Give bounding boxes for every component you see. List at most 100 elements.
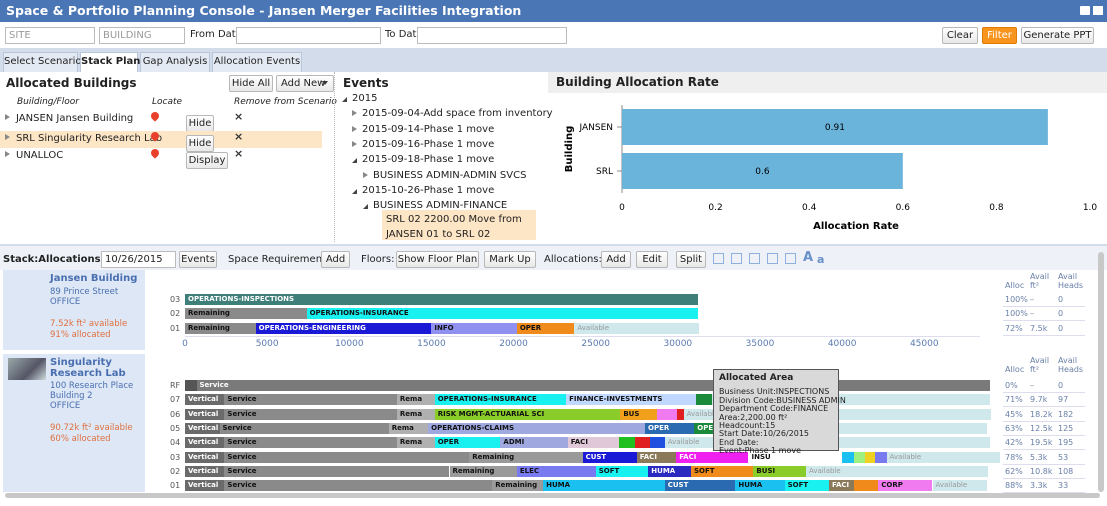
site-input[interactable]: SITE: [5, 27, 95, 44]
floor-segment[interactable]: SOFT: [595, 465, 649, 477]
tab[interactable]: Allocation Events: [212, 52, 302, 72]
floor-segment[interactable]: Remaining: [185, 308, 307, 320]
floor-segment[interactable]: FACI: [636, 451, 677, 463]
floor-segment[interactable]: ELEC: [516, 465, 596, 477]
floor-segment[interactable]: HUMA: [648, 465, 691, 477]
floor-segment[interactable]: BUSI: [753, 465, 806, 477]
floor-segment[interactable]: OPERATIONS-INSURANCE: [306, 308, 698, 320]
floor-segment[interactable]: Service: [224, 480, 493, 492]
tool-icon[interactable]: [713, 253, 724, 264]
event-item[interactable]: 2015-09-04-Add space from inventory: [362, 108, 553, 119]
floor-segment[interactable]: FACI: [567, 437, 619, 449]
floor-segment[interactable]: Rema: [396, 408, 435, 420]
floor-segment[interactable]: INFO: [431, 322, 517, 334]
floor-segment[interactable]: CORP: [878, 480, 933, 492]
tree-toggle[interactable]: [352, 141, 357, 147]
floor-segment[interactable]: [695, 394, 713, 406]
tool-icon[interactable]: [767, 253, 778, 264]
floor-segment[interactable]: Remaining: [469, 451, 583, 463]
floor-segment[interactable]: Rema: [388, 422, 429, 434]
v-scrollbar[interactable]: [1098, 252, 1104, 492]
event-item[interactable]: 2015-09-14-Phase 1 move: [362, 124, 495, 135]
floor-segment[interactable]: Remaining: [449, 465, 517, 477]
floor-segment[interactable]: Service: [196, 380, 990, 391]
expand-arrow[interactable]: [5, 114, 10, 120]
toolbar-button[interactable]: Add: [601, 251, 631, 268]
floor-segment[interactable]: BUS: [620, 408, 658, 420]
event-item[interactable]: 2015-10-26-Phase 1 move: [362, 185, 495, 196]
floor-segment[interactable]: [865, 451, 875, 463]
floor-segment[interactable]: [677, 408, 684, 420]
event-item[interactable]: BUSINESS ADMIN-ADMIN SVCS: [373, 170, 527, 181]
expand-arrow[interactable]: [5, 134, 10, 140]
floor-segment[interactable]: Remaining: [492, 480, 544, 492]
floor-segment[interactable]: Vertical: [185, 465, 225, 477]
floor-segment[interactable]: ADMI: [500, 437, 568, 449]
filter-button[interactable]: Generate PPT: [1021, 27, 1094, 44]
floor-segment[interactable]: [185, 380, 197, 391]
floor-segment[interactable]: [853, 480, 879, 492]
toolbar-button[interactable]: Add: [321, 251, 350, 268]
floor-segment[interactable]: OPERATIONS-INSURANCE: [434, 394, 567, 406]
floor-segment[interactable]: FACI: [829, 480, 854, 492]
tool-icon[interactable]: [785, 253, 796, 264]
floor-segment[interactable]: HUMA: [543, 480, 665, 492]
remove-icon[interactable]: ×: [234, 130, 244, 143]
filter-button[interactable]: Clear: [942, 27, 978, 44]
floor-segment[interactable]: SOFT: [691, 465, 754, 477]
remove-icon[interactable]: ×: [234, 147, 244, 160]
toolbar-button[interactable]: Edit: [636, 251, 668, 268]
event-item[interactable]: 2015-09-18-Phase 1 move: [362, 154, 495, 165]
expand-arrow[interactable]: [5, 151, 10, 157]
to-date-input[interactable]: [417, 27, 567, 44]
tree-toggle[interactable]: [363, 204, 368, 209]
event-item[interactable]: 2015-09-16-Phase 1 move: [362, 139, 495, 150]
floor-segment[interactable]: Rema: [396, 394, 435, 406]
floor-segment[interactable]: OPERATIONS-INSPECTIONS: [185, 294, 698, 305]
tree-toggle[interactable]: [352, 158, 357, 163]
tab[interactable]: Stack Plan: [80, 52, 140, 72]
floor-segment[interactable]: OPER: [516, 322, 575, 334]
floor-segment[interactable]: Vertical: [185, 437, 225, 449]
tool-icon[interactable]: [749, 253, 760, 264]
visibility-button[interactable]: Hide: [186, 135, 214, 152]
floor-segment[interactable]: Vertical: [185, 480, 225, 492]
floor-segment[interactable]: Vertical: [185, 394, 225, 406]
floor-segment[interactable]: RISK MGMT-ACTUARIAL SCI: [434, 408, 621, 420]
date-input[interactable]: 10/26/2015: [101, 251, 176, 268]
mail-icon[interactable]: [1093, 6, 1103, 15]
remove-icon[interactable]: ×: [234, 110, 244, 123]
floor-segment[interactable]: Available: [806, 465, 989, 477]
tree-toggle[interactable]: [363, 172, 368, 178]
floor-segment[interactable]: OPERATIONS-CLAIMS: [428, 422, 645, 434]
floor-segment[interactable]: Remaining: [185, 322, 256, 334]
floor-segment[interactable]: [657, 408, 678, 420]
floor-segment[interactable]: CUST: [582, 451, 637, 463]
floor-segment[interactable]: [875, 451, 887, 463]
floor-segment[interactable]: Vertical: [185, 422, 220, 434]
floor-segment[interactable]: OPER: [434, 437, 501, 449]
floor-segment[interactable]: Service: [224, 437, 397, 449]
toolbar-button[interactable]: Mark Up: [484, 251, 536, 268]
tool-icon[interactable]: [731, 253, 742, 264]
floor-segment[interactable]: Available: [574, 322, 700, 334]
floor-segment[interactable]: CUST: [664, 480, 736, 492]
floor-segment[interactable]: [842, 451, 854, 463]
event-item[interactable]: 2015: [352, 93, 378, 104]
floor-segment[interactable]: [649, 437, 665, 449]
floor-segment[interactable]: Service: [219, 422, 389, 434]
toolbar-button[interactable]: Show Floor Plan: [396, 251, 479, 268]
h-scrollbar[interactable]: [5, 493, 1100, 498]
add-new-button[interactable]: Add New: [276, 75, 334, 92]
visibility-button[interactable]: Display: [186, 152, 228, 169]
tab[interactable]: Gap Analysis: [140, 52, 210, 72]
hide-all-button[interactable]: Hide All: [229, 75, 273, 92]
filter-button[interactable]: Filter: [982, 27, 1017, 44]
tab[interactable]: Select Scenario: [3, 52, 82, 72]
floor-segment[interactable]: HUMA: [735, 480, 785, 492]
floor-segment[interactable]: Service: [224, 394, 397, 406]
floor-segment[interactable]: FINANCE-INVESTMENTS: [566, 394, 696, 406]
locate-pin[interactable]: [149, 147, 161, 159]
floor-segment[interactable]: FACI: [676, 451, 749, 463]
floor-segment[interactable]: SOFT: [784, 480, 829, 492]
